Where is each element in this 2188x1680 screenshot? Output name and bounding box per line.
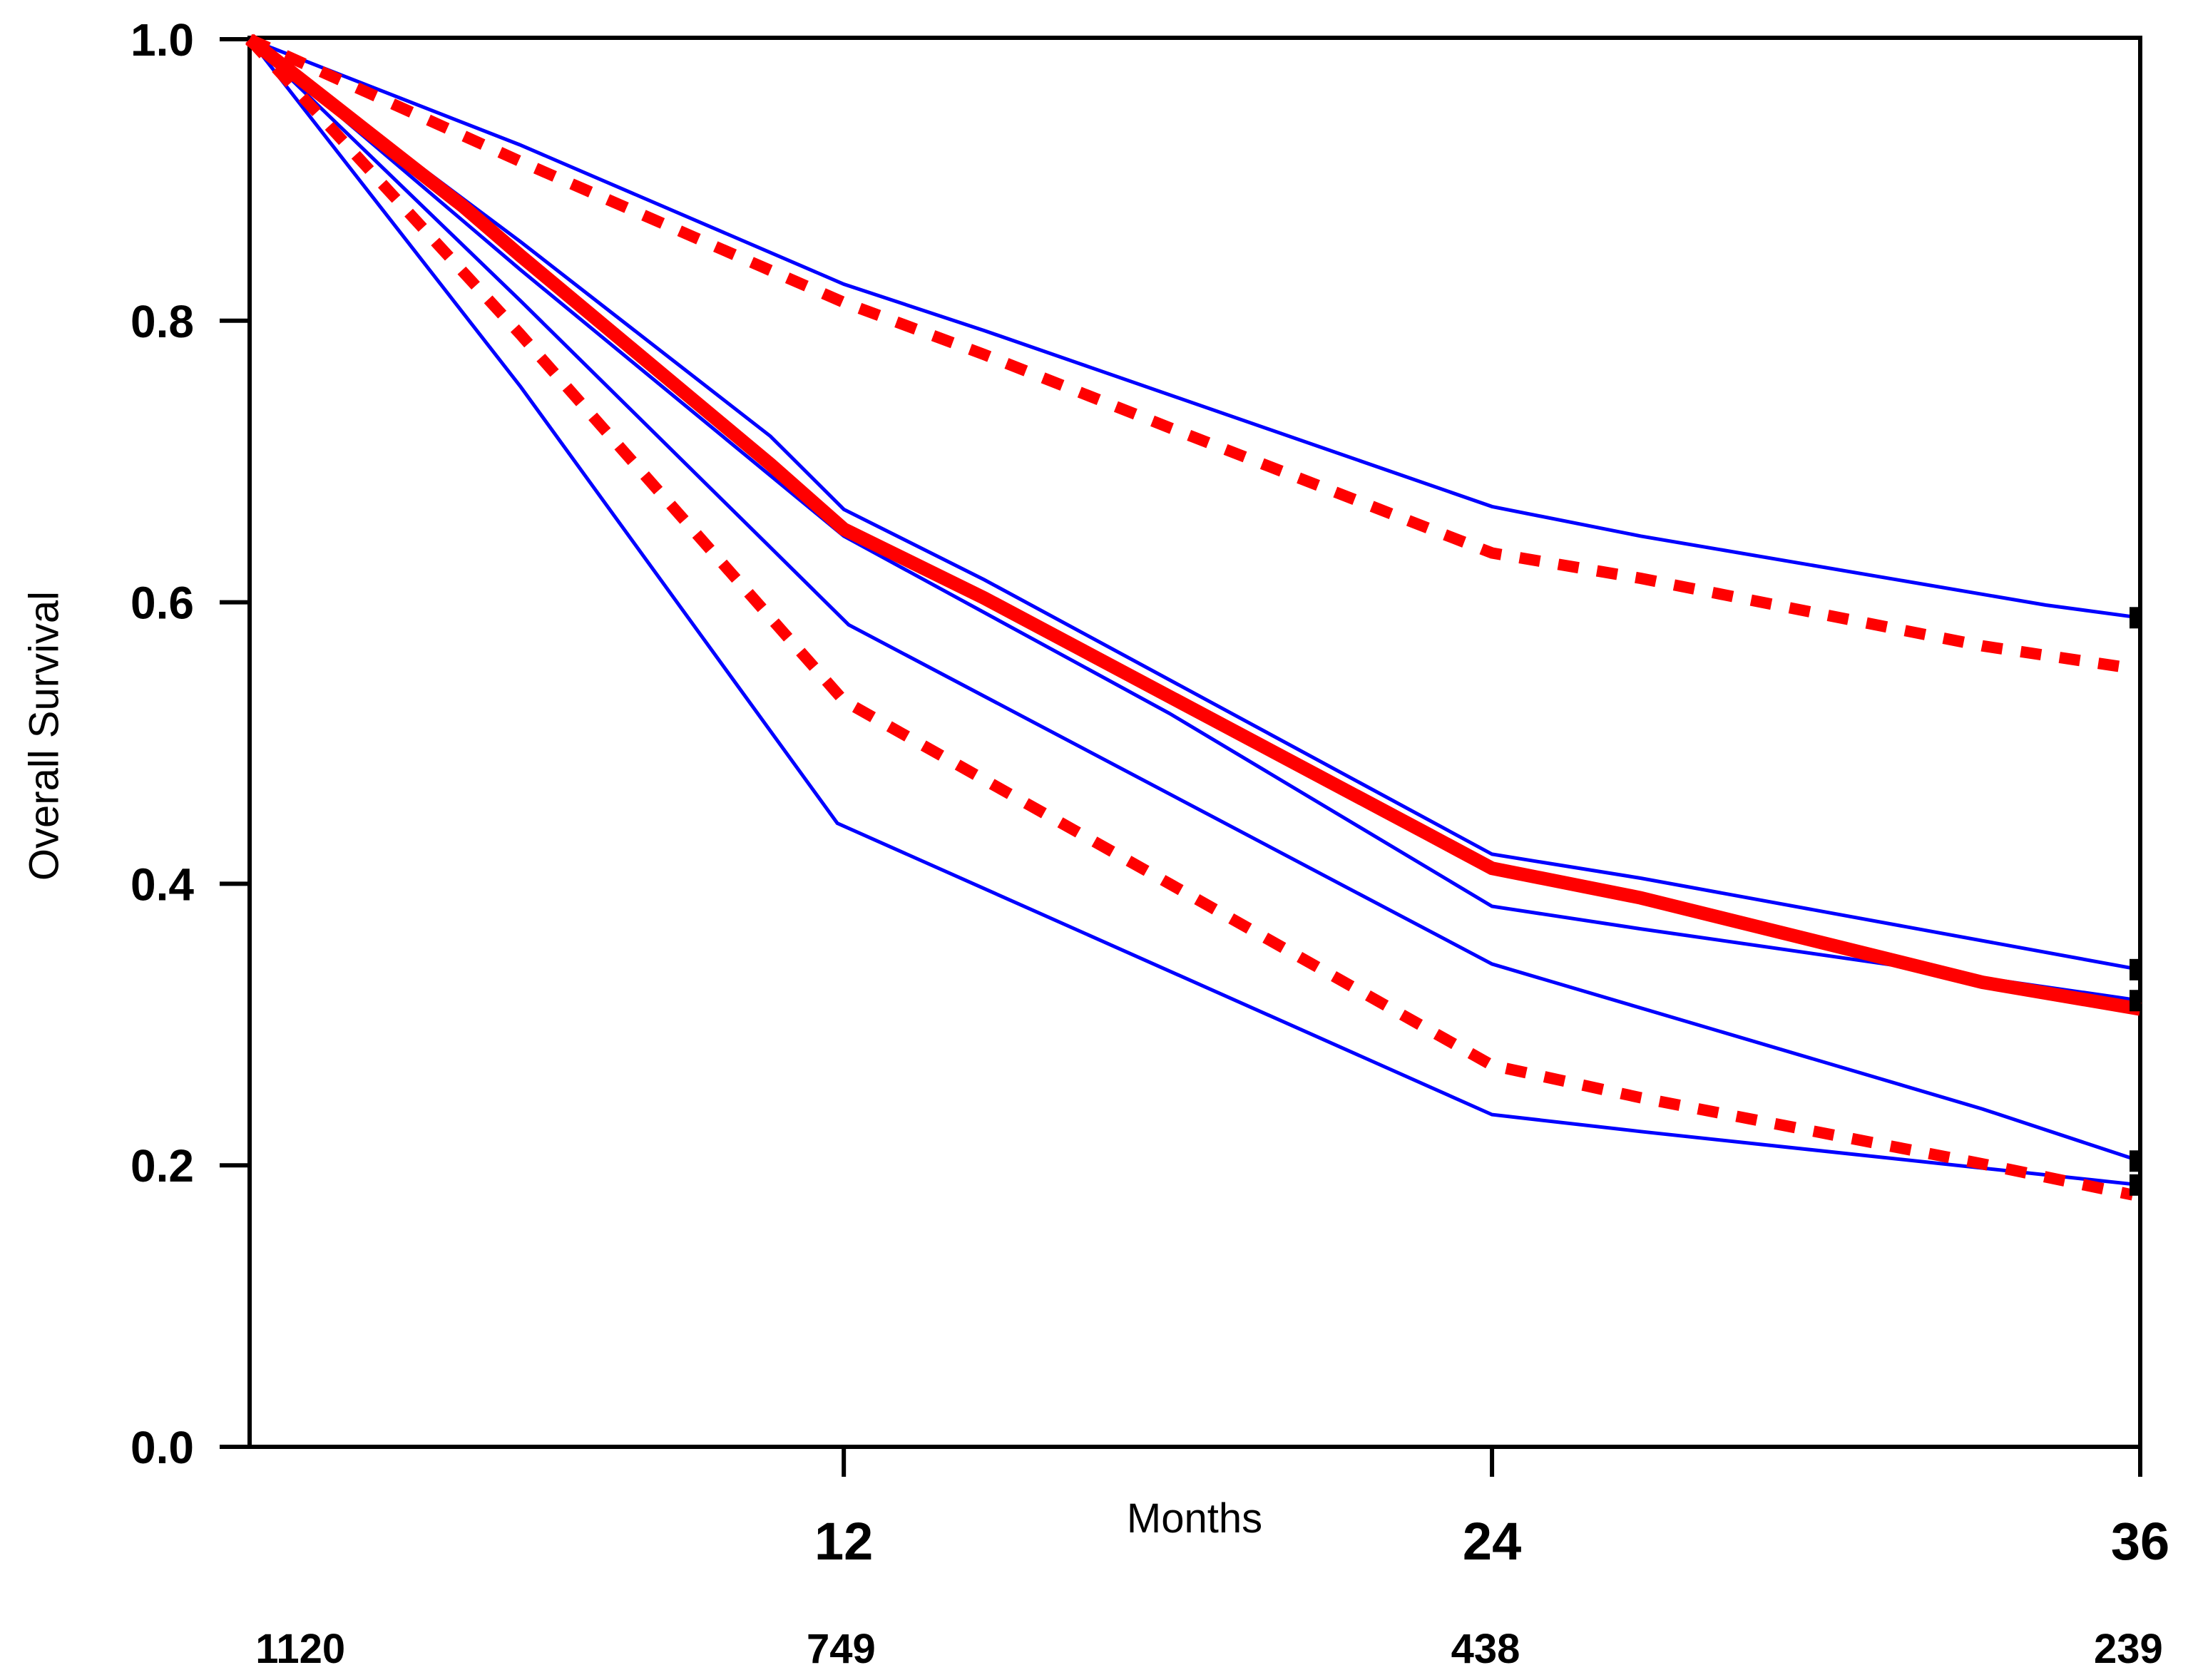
middle-lower-blue-line bbox=[248, 38, 2141, 1003]
at-risk-count: 438 bbox=[1451, 1626, 1520, 1672]
x-tick-label: 12 bbox=[814, 1512, 873, 1571]
x-tick-label: 24 bbox=[1463, 1512, 1521, 1571]
upper-blue-line bbox=[249, 37, 2141, 620]
y-tick-label: 0.0 bbox=[131, 1422, 194, 1473]
main-red-solid-curve bbox=[245, 34, 2142, 1016]
y-tick-label: 0.4 bbox=[131, 859, 194, 910]
y-axis-title: Overall Survival bbox=[21, 590, 68, 881]
x-axis-title: Months bbox=[1126, 1495, 1263, 1542]
x-tick-label: 36 bbox=[2111, 1512, 2169, 1571]
censor-end-marker bbox=[2130, 607, 2141, 629]
y-tick-label: 1.0 bbox=[131, 14, 194, 66]
censor-end-marker bbox=[2130, 1150, 2141, 1172]
censor-end-marker bbox=[2130, 1174, 2141, 1196]
at-risk-count: 1120 bbox=[255, 1626, 345, 1672]
censor-end-marker bbox=[2130, 958, 2141, 980]
at-risk-count: 239 bbox=[2094, 1626, 2163, 1672]
plot-box bbox=[247, 36, 2142, 1449]
middle-upper-blue-line bbox=[248, 37, 2141, 972]
lower-upper-blue-line bbox=[248, 38, 2141, 1163]
y-tick-label: 0.6 bbox=[131, 578, 194, 629]
lower-red-dashed-curve bbox=[245, 35, 2135, 1201]
at-risk-count: 749 bbox=[807, 1626, 876, 1672]
censor-end-marker bbox=[2130, 990, 2141, 1012]
y-tick-label: 0.8 bbox=[131, 296, 194, 347]
upper-red-dashed-curve bbox=[247, 34, 2134, 675]
y-tick-label: 0.2 bbox=[131, 1140, 194, 1192]
lowest-blue-line bbox=[248, 38, 2141, 1187]
